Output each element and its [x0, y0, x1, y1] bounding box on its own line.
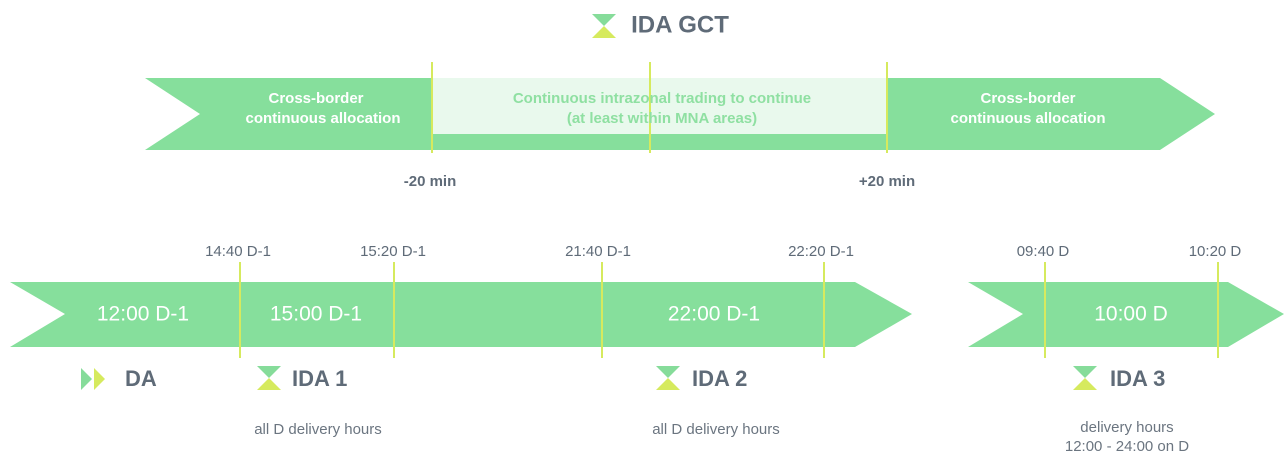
- segment-text: continuous allocation: [245, 110, 400, 127]
- time-label: 15:20 D-1: [360, 243, 426, 260]
- time-label: 09:40 D: [1017, 243, 1070, 260]
- segment-text: continuous allocation: [950, 110, 1105, 127]
- period-label: 12:00 D-1: [97, 303, 189, 326]
- period-label: 22:00 D-1: [668, 303, 760, 326]
- timeline-arrow: [10, 282, 912, 347]
- hourglass-icon: [592, 14, 616, 38]
- auction-name: DA: [125, 366, 157, 391]
- segment-text: Continuous intrazonal trading to continu…: [513, 90, 811, 107]
- segment-text: (at least within MNA areas): [567, 110, 757, 127]
- offset-label: -20 min: [404, 173, 457, 190]
- auction-name: IDA 3: [1110, 366, 1165, 391]
- auction-note: delivery hours: [1080, 419, 1173, 436]
- segment-text: Cross-border: [268, 90, 363, 107]
- auction-note: all D delivery hours: [254, 421, 382, 438]
- time-label: 22:20 D-1: [788, 243, 854, 260]
- play-icon: [81, 368, 105, 390]
- auction-note: all D delivery hours: [652, 421, 780, 438]
- segment-text: Cross-border: [980, 90, 1075, 107]
- hourglass-icon: [656, 366, 680, 390]
- middle-panel: [432, 78, 887, 134]
- auction-name: IDA 2: [692, 366, 747, 391]
- hourglass-icon: [257, 366, 281, 390]
- time-label: 14:40 D-1: [205, 243, 271, 260]
- timeline-arrow: [968, 282, 1284, 347]
- auction-note: 12:00 - 24:00 on D: [1065, 438, 1189, 455]
- period-label: 10:00 D: [1094, 303, 1168, 326]
- hourglass-icon: [1073, 366, 1097, 390]
- title: IDA GCT: [631, 11, 729, 38]
- offset-label: +20 min: [859, 173, 915, 190]
- time-label: 21:40 D-1: [565, 243, 631, 260]
- period-label: 15:00 D-1: [270, 303, 362, 326]
- time-label: 10:20 D: [1189, 243, 1242, 260]
- auction-name: IDA 1: [292, 366, 347, 391]
